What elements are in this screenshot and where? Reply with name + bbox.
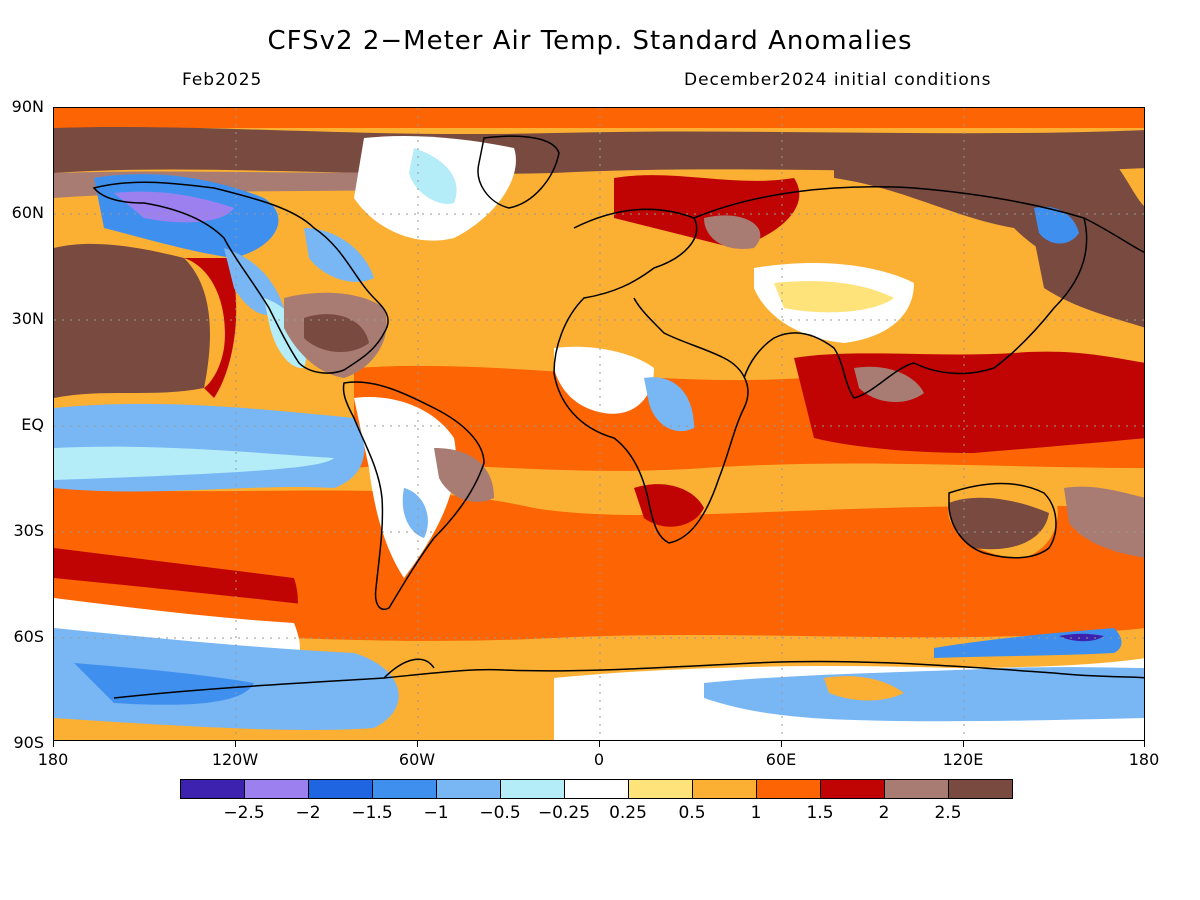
colorbar-swatch <box>692 779 757 799</box>
colorbar-swatch <box>308 779 373 799</box>
colorbar-label: 0.25 <box>609 803 647 823</box>
anomaly-map-svg <box>54 108 1144 740</box>
colorbar-label: −0.25 <box>537 803 591 823</box>
forecast-month: Feb2025 <box>182 70 263 90</box>
colorbar-swatch <box>820 779 885 799</box>
colorbar-swatch <box>244 779 309 799</box>
tick-120w <box>235 741 236 747</box>
lon-label-60w: 60W <box>398 750 436 769</box>
colorbar-label: 1 <box>750 803 762 823</box>
colorbar-label: −1.5 <box>351 803 393 823</box>
lon-label-120w: 120W <box>211 750 259 769</box>
colorbar-label: 1.5 <box>806 803 834 823</box>
colorbar-label: 2 <box>878 803 890 823</box>
tick-60w <box>417 741 418 747</box>
lat-label-90s: 90S <box>13 733 44 752</box>
colorbar-swatch <box>564 779 629 799</box>
colorbar-swatch <box>180 779 245 799</box>
lat-label-90n: 90N <box>11 97 44 116</box>
colorbar-swatch <box>948 779 1013 799</box>
colorbar-swatch <box>628 779 693 799</box>
lon-label-120e: 120E <box>942 750 984 769</box>
colorbar-label: 0.5 <box>678 803 706 823</box>
lon-label-60e: 60E <box>765 750 797 769</box>
tick-120e <box>963 741 964 747</box>
lat-label-eq: EQ <box>21 415 44 434</box>
lat-label-30n: 30N <box>11 309 44 328</box>
colorbar-swatch <box>756 779 821 799</box>
tick-0 <box>599 741 600 747</box>
lat-label-60s: 60S <box>13 627 44 646</box>
colorbar-swatch <box>372 779 437 799</box>
lon-label-180w: 180 <box>37 750 69 769</box>
lon-label-180e: 180 <box>1128 750 1160 769</box>
lon-label-0: 0 <box>593 750 605 769</box>
colorbar <box>180 779 1013 801</box>
anomaly-map <box>53 107 1145 741</box>
colorbar-label: −2.5 <box>223 803 265 823</box>
colorbar-swatch <box>884 779 949 799</box>
colorbar-swatch <box>436 779 501 799</box>
colorbar-label: −0.5 <box>479 803 521 823</box>
lat-label-60n: 60N <box>11 203 44 222</box>
coastlines <box>92 135 1144 699</box>
tick-60e <box>781 741 782 747</box>
map-title: CFSv2 2−Meter Air Temp. Standard Anomali… <box>267 26 913 56</box>
tick-180e <box>1144 741 1145 747</box>
tick-180w <box>53 741 54 747</box>
colorbar-label: 2.5 <box>934 803 962 823</box>
lat-label-30s: 30S <box>13 521 44 540</box>
initial-conditions: December2024 initial conditions <box>684 70 992 90</box>
colorbar-label: −1 <box>423 803 449 823</box>
colorbar-label: −2 <box>295 803 321 823</box>
colorbar-swatch <box>500 779 565 799</box>
